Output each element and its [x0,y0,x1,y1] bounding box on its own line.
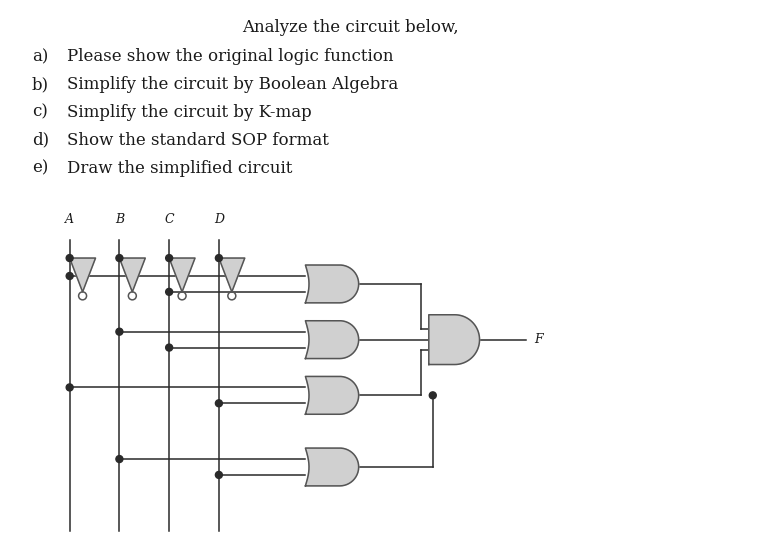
Polygon shape [169,258,195,292]
Polygon shape [305,265,358,303]
Text: Simplify the circuit by K-map: Simplify the circuit by K-map [66,104,312,121]
Circle shape [166,288,173,295]
Text: F: F [534,333,543,346]
Polygon shape [305,376,358,414]
Text: C: C [164,213,174,226]
Circle shape [66,273,73,280]
Polygon shape [70,258,95,292]
Text: Show the standard SOP format: Show the standard SOP format [66,132,329,148]
Text: a): a) [32,48,48,65]
Polygon shape [305,448,358,486]
Circle shape [116,456,123,463]
Text: Draw the simplified circuit: Draw the simplified circuit [66,160,292,177]
Circle shape [66,384,73,391]
Polygon shape [429,315,480,365]
Circle shape [66,254,73,261]
Text: Simplify the circuit by Boolean Algebra: Simplify the circuit by Boolean Algebra [66,76,398,93]
Text: e): e) [32,160,48,177]
Circle shape [430,392,437,399]
Circle shape [116,254,123,261]
Circle shape [116,328,123,335]
Circle shape [166,254,173,261]
Text: A: A [65,213,74,226]
Text: c): c) [32,104,48,121]
Text: Please show the original logic function: Please show the original logic function [66,48,393,65]
Text: b): b) [32,76,49,93]
Circle shape [166,344,173,351]
Circle shape [216,471,223,478]
Polygon shape [219,258,244,292]
Circle shape [216,254,223,261]
Text: B: B [115,213,124,226]
Circle shape [216,400,223,407]
Text: d): d) [32,132,49,148]
Text: D: D [214,213,224,226]
Polygon shape [305,321,358,359]
Polygon shape [119,258,145,292]
Text: Analyze the circuit below,: Analyze the circuit below, [242,19,458,36]
